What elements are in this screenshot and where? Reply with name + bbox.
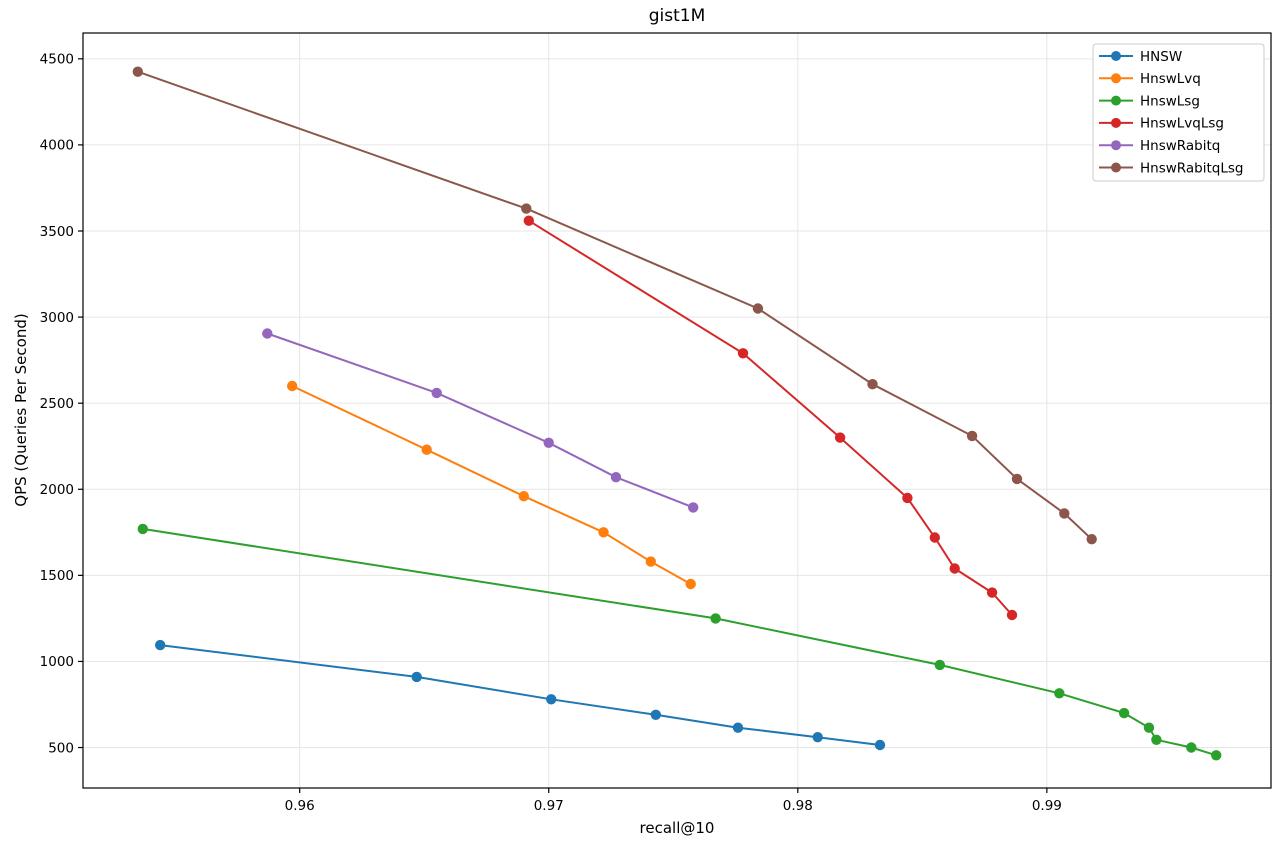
data-point-HnswLvqLsg <box>523 215 534 226</box>
data-point-HnswRabitq <box>262 328 273 339</box>
x-tick-label: 0.98 <box>783 798 813 814</box>
legend-entry-HnswRabitq: HnswRabitq <box>1099 138 1220 154</box>
y-tick-label: 500 <box>48 740 74 756</box>
legend-marker <box>1111 140 1121 151</box>
legend-marker <box>1111 73 1121 84</box>
data-point-HnswLsg <box>1118 707 1130 719</box>
data-point-HnswRabitqLsg <box>1086 534 1097 545</box>
data-point-HnswLvqLsg <box>737 348 749 359</box>
legend-label: HnswLvq <box>1140 71 1201 87</box>
legend-entry-HNSW: HNSW <box>1099 49 1182 65</box>
data-point-HnswRabitqLsg <box>521 203 532 214</box>
y-tick-label: 2500 <box>40 396 74 412</box>
data-point-HnswLvqLsg <box>949 563 960 574</box>
data-point-HnswRabitqLsg <box>1011 473 1023 485</box>
legend-label: HnswLsg <box>1140 93 1200 109</box>
data-point-HnswRabitq <box>543 437 554 448</box>
x-tick-label: 0.99 <box>1032 798 1062 814</box>
series-line-HNSW <box>159 644 881 746</box>
data-point-HnswLvq <box>287 380 298 392</box>
series-line-HnswLvq <box>291 385 692 585</box>
y-tick-label: 3000 <box>40 310 74 326</box>
x-tick-label: 0.96 <box>285 798 315 814</box>
y-tick-label: 3500 <box>40 224 74 240</box>
data-point-HnswRabitq <box>431 387 442 399</box>
data-point-HNSW <box>874 739 886 751</box>
plot-border <box>82 32 1272 789</box>
legend-entry-HnswRabitqLsg: HnswRabitqLsg <box>1099 160 1243 176</box>
y-tick-label: 4000 <box>40 138 74 154</box>
data-point-HNSW <box>546 694 557 705</box>
data-point-HnswLvqLsg <box>986 587 998 598</box>
data-point-HnswLsg <box>1211 750 1222 761</box>
data-point-HnswLvqLsg <box>1006 609 1018 621</box>
data-point-HnswLsg <box>1143 722 1155 733</box>
legend-marker <box>1111 117 1121 128</box>
data-point-HnswRabitq <box>610 472 622 483</box>
legend-marker <box>1111 51 1121 61</box>
legend-entry-HnswLvqLsg: HnswLvqLsg <box>1099 116 1224 132</box>
data-point-HNSW <box>732 722 744 733</box>
y-tick-label: 1500 <box>40 568 74 584</box>
data-point-HnswRabitqLsg <box>132 66 143 77</box>
legend-label: HNSW <box>1140 49 1182 65</box>
legend-marker <box>1111 162 1121 173</box>
data-point-HnswRabitqLsg <box>1059 508 1070 519</box>
series-line-HnswRabitq <box>266 332 695 509</box>
data-point-HnswLvqLsg <box>834 432 846 443</box>
data-point-HnswLsg <box>934 659 945 671</box>
data-point-HnswLsg <box>1186 742 1197 753</box>
data-point-HnswRabitqLsg <box>966 430 978 442</box>
y-tick-label: 2000 <box>40 482 74 498</box>
data-point-HnswLvq <box>685 578 696 590</box>
data-point-HnswRabitq <box>688 502 699 513</box>
data-point-HNSW <box>411 671 422 683</box>
data-point-HnswLsg <box>710 613 721 624</box>
legend-box <box>1092 43 1265 182</box>
series-line-HnswRabitqLsg <box>136 70 1093 541</box>
data-point-HnswLvq <box>645 556 656 567</box>
x-tick-label: 0.97 <box>534 798 564 814</box>
legend-entry-HnswLsg: HnswLsg <box>1099 93 1200 109</box>
y-tick-label: 4500 <box>40 52 74 68</box>
legend-label: HnswLvqLsg <box>1140 116 1224 132</box>
legend-label: HnswRabitqLsg <box>1140 160 1243 176</box>
series-line-HnswLsg <box>141 527 1218 757</box>
y-axis-label: QPS (Queries Per Second) <box>12 313 30 507</box>
series-line-HnswLvqLsg <box>527 219 1013 616</box>
data-point-HnswLvqLsg <box>929 532 940 543</box>
legend-label: HnswRabitq <box>1140 138 1220 154</box>
data-point-HnswLvq <box>598 527 609 538</box>
y-tick-label: 1000 <box>40 654 74 670</box>
data-point-HnswLsg <box>137 523 148 535</box>
data-point-HnswLsg <box>1151 734 1162 745</box>
legend: HNSW HnswLvq HnswLsg HnswLvqLsg HnswRabitq Hn… <box>1092 43 1265 182</box>
data-point-HnswLsg <box>1054 688 1065 699</box>
data-point-HNSW <box>650 709 661 720</box>
data-point-HNSW <box>812 732 823 743</box>
chart-title: gist1M <box>648 6 706 26</box>
data-point-HnswLvq <box>421 444 432 455</box>
data-point-HnswLvqLsg <box>902 492 913 504</box>
legend-marker <box>1111 95 1121 106</box>
data-point-HNSW <box>155 639 166 651</box>
data-point-HnswLvq <box>518 491 529 502</box>
data-point-HnswRabitqLsg <box>752 303 764 314</box>
data-point-HnswRabitqLsg <box>867 379 878 390</box>
legend-entry-HnswLvq: HnswLvq <box>1099 71 1201 87</box>
x-axis-label: recall@10 <box>639 819 715 837</box>
